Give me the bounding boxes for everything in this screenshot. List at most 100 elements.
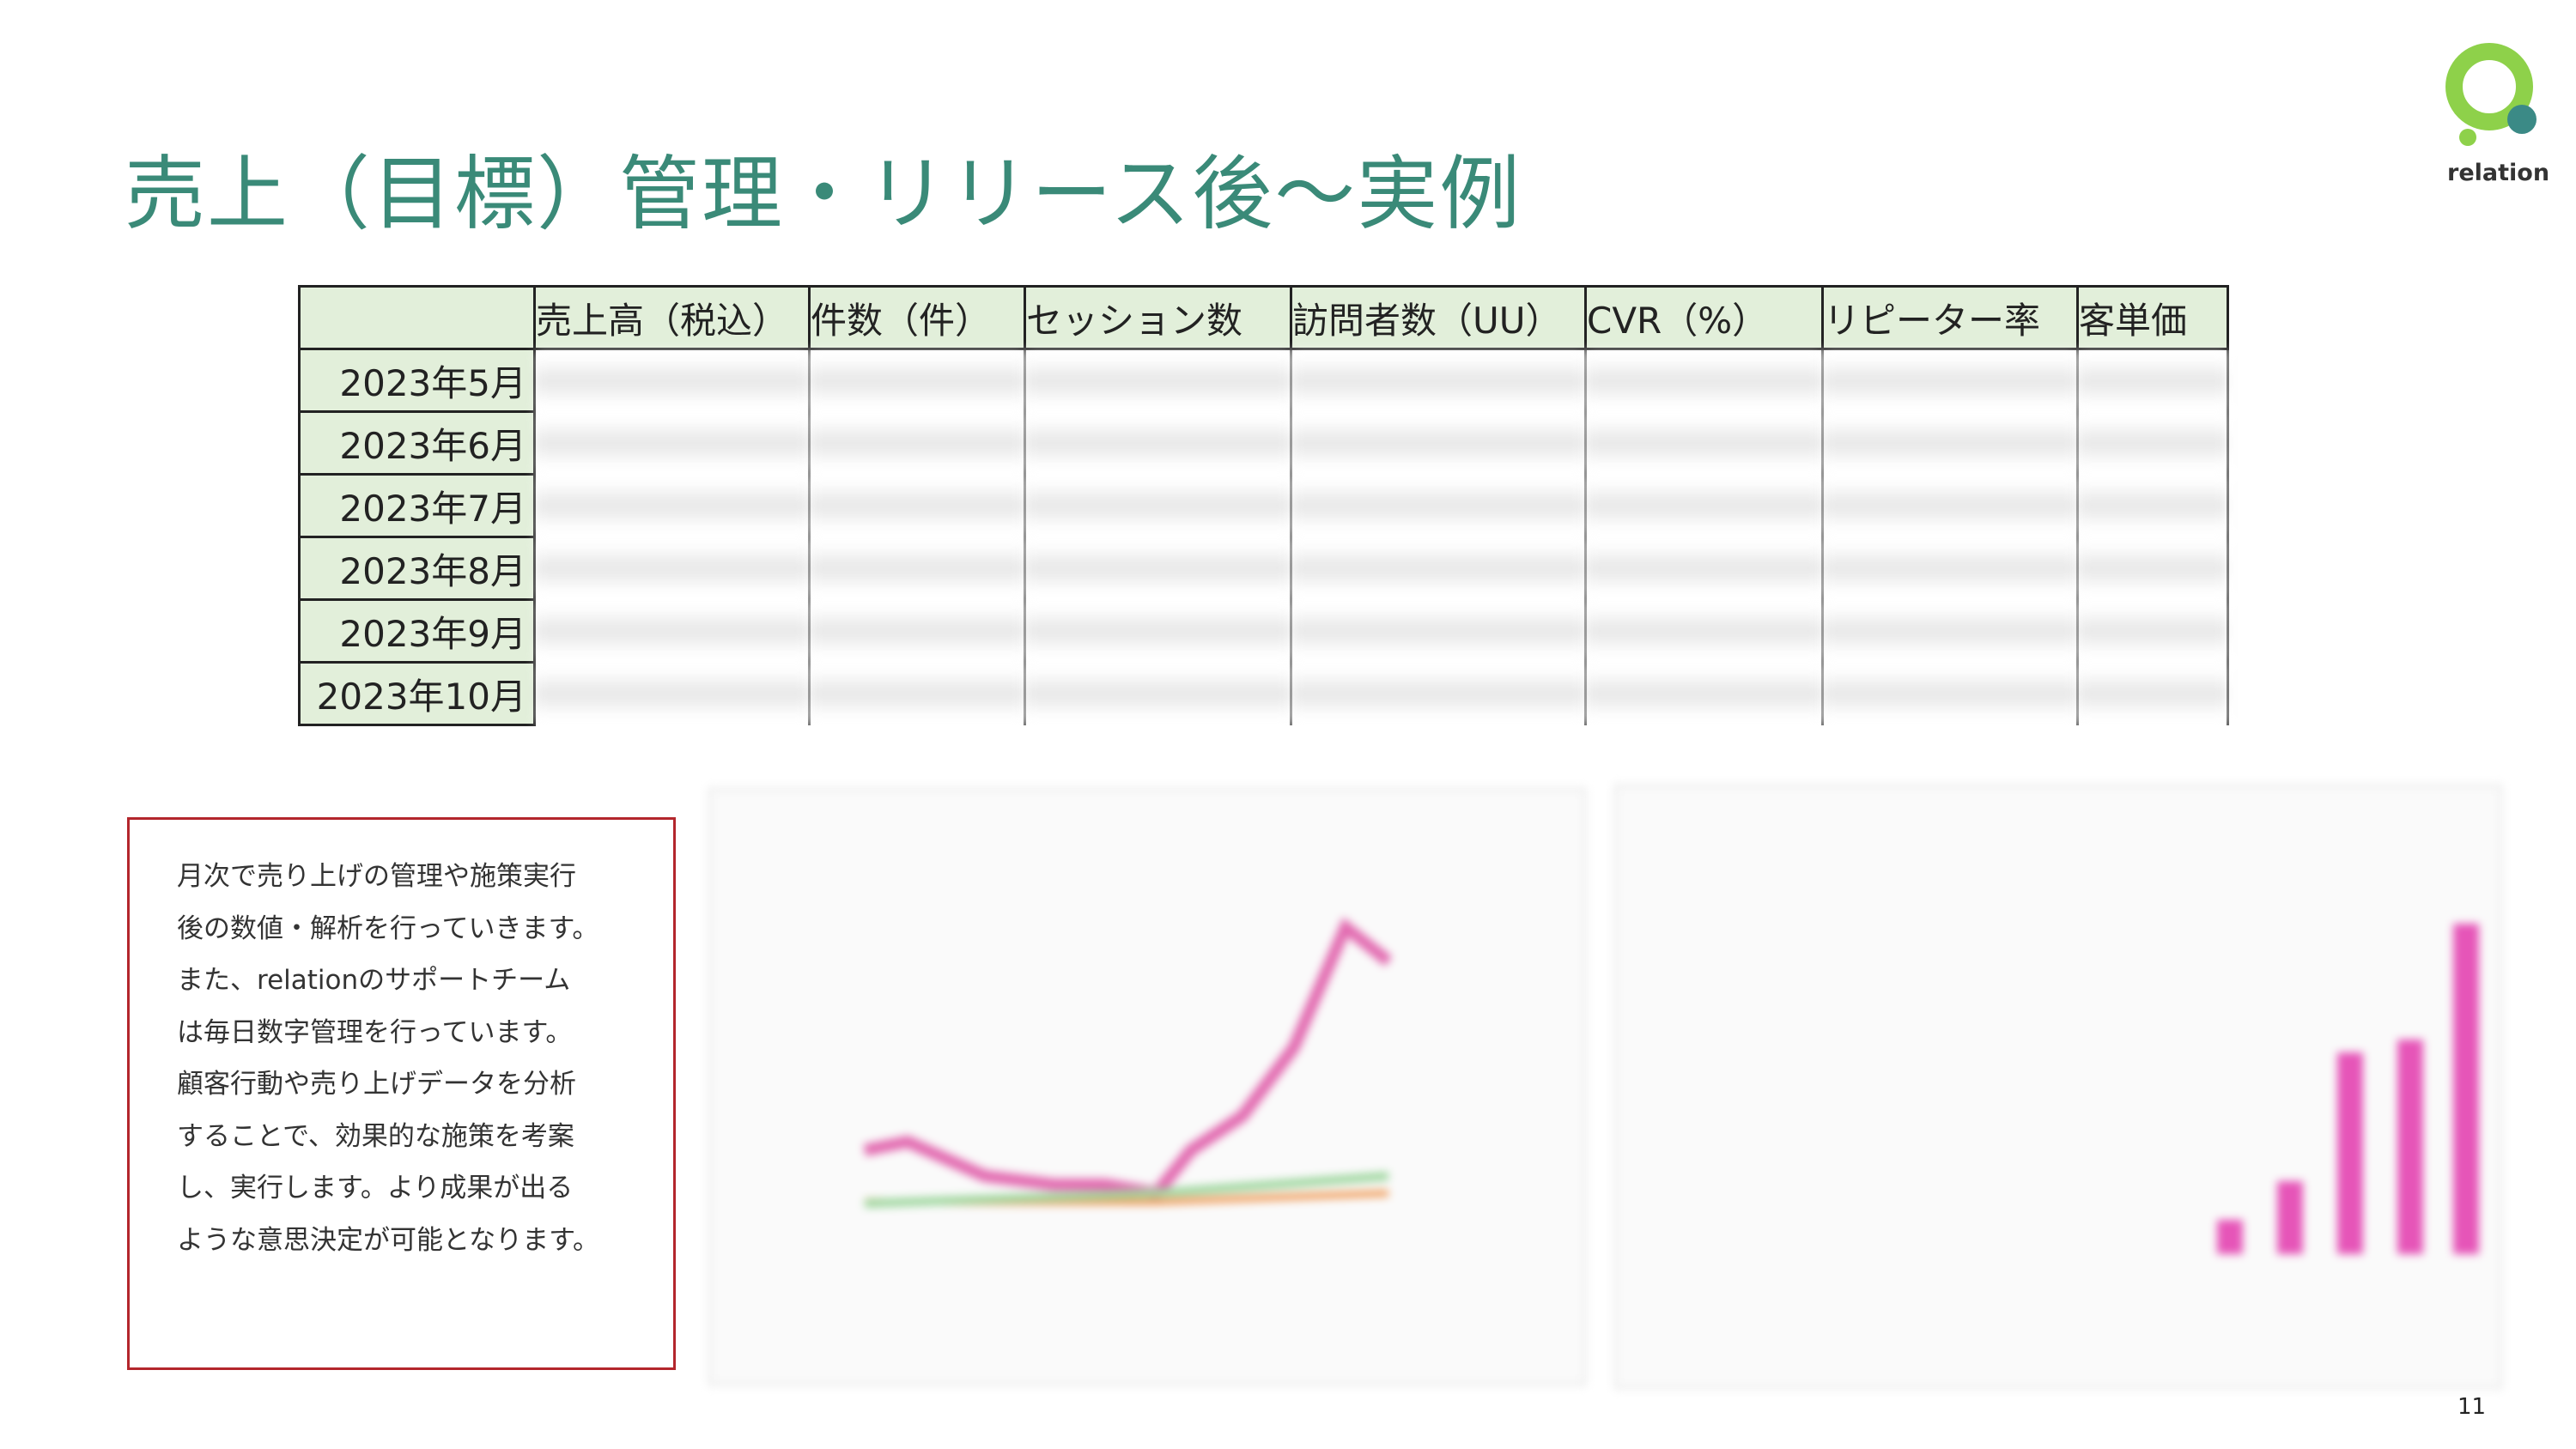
logo-text: relation [2447,160,2550,186]
table-row: 2023年5月 [298,348,2229,413]
blurred-chart [708,788,1586,1385]
column-header: 客単価 [2076,285,2229,350]
blurred-cell [1290,599,1587,663]
blur-fill [536,413,808,473]
blur-fill [1824,350,2076,411]
note-line: し、実行します。より成果が出る [177,1173,574,1203]
blurred-cell [1584,474,1824,537]
blur-fill [1292,476,1584,536]
blur-fill [1026,476,1290,536]
blurred-cell [2076,662,2229,725]
blurred-cell [808,349,1026,412]
line-art [864,1172,1389,1208]
column-header: リピーター率 [1821,285,2079,350]
blur-fill [1824,476,2076,536]
row-label: 2023年7月 [298,473,536,538]
blur-fill [1292,538,1584,598]
blurred-cell [1024,537,1292,600]
blurred-cell [533,599,811,663]
blur-fill [1824,601,2076,661]
blur-fill [1026,601,1290,661]
note-line: は毎日数字管理を行っています。 [177,1016,573,1048]
blur-fill [1026,350,1290,411]
blurred-cell [1821,537,2079,600]
blurred-cell [808,411,1026,475]
blurred-cell [808,537,1026,600]
blurred-cell [1821,662,2079,725]
blur-fill [1292,350,1584,411]
blurred-cell [533,349,811,412]
blur-fill [1292,664,1584,724]
blurred-cell [1584,349,1824,412]
blur-fill [536,601,808,661]
blurred-cell [808,599,1026,663]
blurred-cell [1290,411,1587,475]
blur-fill [2079,476,2227,536]
blur-fill [1824,664,2076,724]
blur-fill [1026,413,1290,473]
table-row: 2023年10月 [298,661,2229,726]
blurred-cell [1024,411,1292,475]
page-number: 11 [2458,1394,2487,1420]
line-art [863,917,1393,1200]
blur-fill [1587,476,1821,536]
blur-fill [2079,664,2227,724]
table-row: 2023年8月 [298,536,2229,601]
column-header: CVR（%） [1584,285,1824,350]
row-label: 2023年5月 [298,348,536,413]
blur-fill [1587,664,1821,724]
blurred-cell [2076,411,2229,475]
bar-art [2337,1052,2363,1254]
blur-fill [536,664,808,724]
blur-fill [811,476,1024,536]
blur-fill [1587,538,1821,598]
blurred-cell [533,474,811,537]
blur-fill [536,476,808,536]
bar-art [2453,924,2479,1254]
blurred-cell [1584,662,1824,725]
blurred-cell [1024,349,1292,412]
logo-dot [2507,105,2537,134]
row-label: 2023年8月 [298,536,536,601]
blurred-cell [1821,349,2079,412]
blurred-cell [1584,599,1824,663]
blur-fill [811,664,1024,724]
bar-art [2397,1040,2423,1254]
blurred-cell [1290,662,1587,725]
chart-art [2217,924,2479,1254]
blurred-cell [1290,474,1587,537]
blurred-cell [2076,474,2229,537]
note-line: 後の数値・解析を行っていきます。 [177,912,599,944]
column-header: 件数（件） [808,285,1026,350]
blur-fill [2079,350,2227,411]
blurred-cell [533,411,811,475]
table-row: 2023年9月 [298,598,2229,664]
note-line: 月次で売り上げの管理や施策実行 [177,861,576,892]
blurred-chart [1614,785,2502,1389]
blur-fill [1026,538,1290,598]
data-table: 売上高（税込） 件数（件） セッション数 訪問者数（UU） CVR（%） リピーター率 客単… [298,285,2229,726]
blurred-cell [1290,349,1587,412]
blurred-cell [1024,474,1292,537]
blurred-cell [808,474,1026,537]
blurred-cell [2076,537,2229,600]
blurred-cell [1821,474,2079,537]
bar-art [2217,1220,2243,1254]
note-line: また、relationのサポートチーム [177,965,571,996]
blur-fill [1824,413,2076,473]
blurred-cell [533,537,811,600]
corner-cell [298,285,536,350]
note-line: することで、効果的な施策を考案 [177,1120,574,1152]
row-label: 2023年6月 [298,410,536,476]
blurred-cell [1584,411,1824,475]
column-header: セッション数 [1024,285,1292,350]
blur-fill [1587,413,1821,473]
blurred-cell [1821,411,2079,475]
table-row: 2023年6月 [298,410,2229,476]
column-header: 売上高（税込） [533,285,811,350]
blur-fill [811,350,1024,411]
blur-fill [2079,413,2227,473]
blur-fill [2079,538,2227,598]
blur-fill [811,538,1024,598]
